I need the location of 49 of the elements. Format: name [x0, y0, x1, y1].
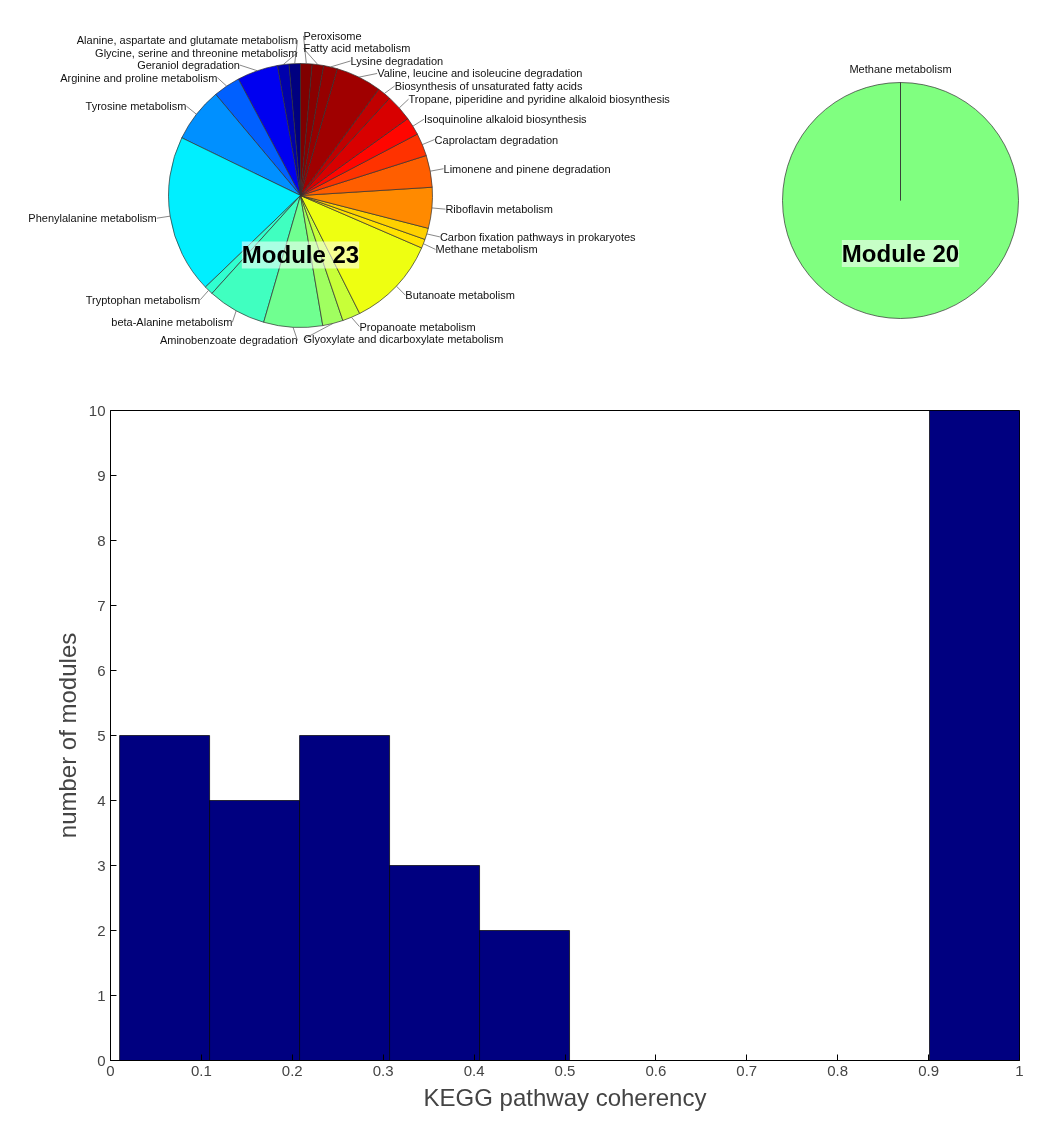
y-tick-label: 4: [97, 791, 106, 809]
slice-label: Fatty acid metabolism: [303, 42, 411, 55]
slice-label: Peroxisome: [303, 29, 362, 42]
slice-label: Glyoxylate and dicarboxylate metabolism: [303, 333, 504, 346]
y-tick-label: 3: [97, 856, 106, 874]
x-tick-label: 0.7: [736, 1061, 758, 1079]
slice-label: Methane metabolism: [435, 243, 538, 256]
y-tick-label: 10: [88, 401, 106, 419]
slice-label: Alanine, aspartate and glutamate metabolism: [76, 34, 298, 47]
x-tick-label: 0.8: [827, 1061, 849, 1079]
x-tick-label: 0.5: [554, 1061, 576, 1079]
x-tick-label: 0.4: [463, 1061, 485, 1079]
slice-label: Limonene and pinene degradation: [443, 162, 611, 175]
y-tick-label: 8: [97, 531, 106, 549]
text: Module 23: [241, 241, 360, 269]
slice-label: Butanoate metabolism: [405, 289, 515, 302]
slice-label: Valine, leucine and isoleucine degradation: [377, 67, 583, 80]
slice-label: Tryptophan metabolism: [85, 293, 201, 306]
slice-label: Aminobenzoate degradation: [159, 334, 298, 347]
slice-label: Tropane, piperidine and pyridine alkaloid biosynthesis: [408, 93, 671, 106]
y-tick-label: 9: [97, 466, 106, 484]
x-tick-label: 0.6: [645, 1061, 667, 1079]
y-tick-label: 2: [97, 921, 106, 939]
x-axis-title: KEGG pathway coherency: [423, 1083, 707, 1111]
slice-label: Riboflavin metabolism: [445, 203, 554, 216]
text: Module 20: [841, 240, 960, 268]
x-tick-label: 0.9: [918, 1061, 940, 1079]
y-tick-label: 6: [97, 661, 106, 679]
slice-label: Phenylalanine metabolism: [28, 212, 157, 225]
y-tick-label: 7: [97, 596, 106, 614]
slice-label: Carbon fixation pathways in prokaryotes: [439, 230, 637, 243]
slice-label: Propanoate metabolism: [359, 320, 476, 333]
slice-label: Lysine degradation: [350, 54, 444, 67]
slice-label: Glycine, serine and threonine metabolism: [95, 46, 298, 59]
slice-label: Methane metabolism: [849, 62, 952, 75]
x-tick-label: 0.3: [372, 1061, 394, 1079]
y-tick-label: 1: [97, 986, 106, 1004]
x-tick-label: 1: [1015, 1061, 1024, 1079]
y-tick-label: 5: [97, 726, 106, 744]
slice-label: Arginine and proline metabolism: [60, 71, 218, 84]
slice-label: Geraniol degradation: [137, 59, 240, 72]
slice-label: Isoquinoline alkaloid biosynthesis: [423, 113, 588, 126]
y-axis-title: number of modules: [53, 632, 81, 839]
slice-label: beta-Alanine metabolism: [111, 316, 233, 329]
slice-label: Tyrosine metabolism: [85, 100, 187, 113]
x-tick-label: 0.2: [281, 1061, 303, 1079]
slice-label: Caprolactam degradation: [434, 133, 559, 146]
x-tick-label: 0.1: [190, 1061, 212, 1079]
slice-label: Biosynthesis of unsaturated fatty acids: [394, 79, 583, 92]
